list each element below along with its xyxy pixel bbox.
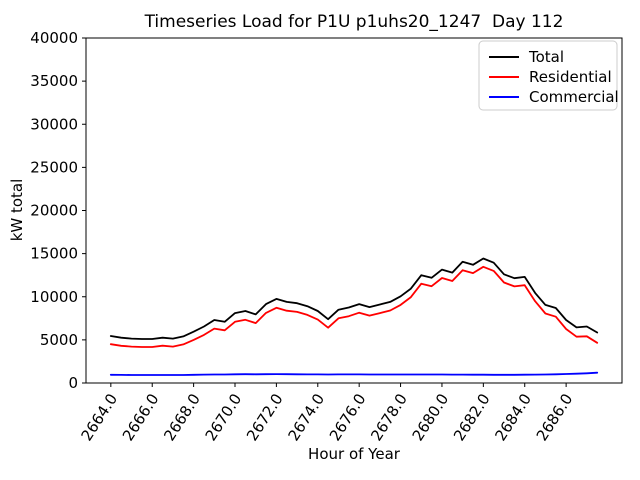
x-tick-label: 2682.0 [450, 390, 494, 444]
y-tick-label: 30000 [30, 115, 78, 133]
y-tick-label: 5000 [40, 331, 78, 349]
y-tick-label: 0 [68, 374, 78, 392]
legend-box [478, 40, 618, 111]
x-tick-label: 2668.0 [160, 390, 204, 444]
x-axis-label: Hour of Year [308, 445, 401, 463]
legend-label-commercial: Commercial [529, 88, 619, 106]
y-tick-label: 25000 [30, 158, 78, 176]
x-tick-label: 2664.0 [77, 390, 121, 444]
series-line-commercial [109, 371, 599, 376]
x-axis-ticks: 2664.02666.02668.02670.02672.02674.02676… [77, 383, 576, 444]
series-line-total [109, 257, 599, 340]
x-tick-label: 2678.0 [367, 390, 411, 444]
legend-label-total: Total [528, 48, 564, 66]
y-tick-label: 40000 [30, 29, 78, 47]
x-tick-label: 2684.0 [491, 390, 535, 444]
x-tick-label: 2666.0 [119, 390, 163, 444]
chart-title: Timeseries Load for P1U p1uhs20_1247 Day… [144, 12, 564, 32]
legend: Total Residential Commercial [478, 40, 619, 111]
x-tick-label: 2674.0 [284, 390, 328, 444]
x-tick-label: 2686.0 [533, 390, 577, 444]
y-axis-ticks: 0 5000 10000 15000 20000 25000 30000 35000 40000 [30, 29, 86, 392]
legend-entry-total: Total [489, 48, 564, 66]
x-tick-label: 2680.0 [409, 390, 453, 444]
series-lines [109, 257, 599, 376]
y-axis-label: kW total [8, 179, 26, 242]
x-tick-label: 2676.0 [326, 390, 370, 444]
legend-entry-residential: Residential [489, 68, 612, 86]
legend-entry-commercial: Commercial [489, 88, 619, 106]
y-tick-label: 10000 [30, 288, 78, 306]
x-tick-label: 2672.0 [243, 390, 287, 444]
y-tick-label: 20000 [30, 202, 78, 220]
y-tick-label: 35000 [30, 72, 78, 90]
legend-label-residential: Residential [529, 68, 612, 86]
series-line-residential [109, 265, 599, 348]
y-tick-label: 15000 [30, 245, 78, 263]
x-tick-label: 2670.0 [202, 390, 246, 444]
